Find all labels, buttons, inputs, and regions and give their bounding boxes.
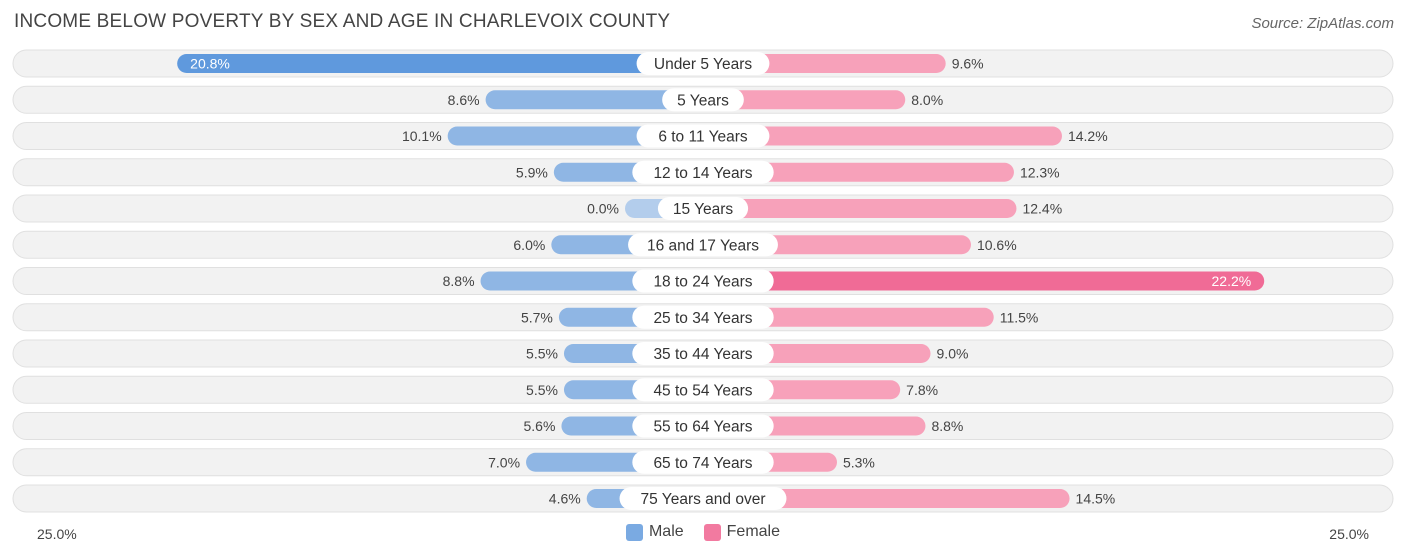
chart-title: INCOME BELOW POVERTY BY SEX AND AGE IN C…	[14, 11, 671, 32]
value-label-male-25-to-34-years: 5.7%	[521, 309, 553, 325]
category-pill-15-years	[657, 197, 749, 220]
category-pill-12-to-14-years	[632, 160, 774, 184]
value-label-female-under-5-years: 9.6%	[952, 56, 984, 72]
value-label-female-75-years-and-over: 14.5%	[1076, 491, 1116, 507]
value-label-female-65-to-74-years: 5.3%	[843, 454, 875, 470]
category-label-16-and-17-years: 16 and 17 Years	[647, 237, 759, 254]
legend-item-male[interactable]: Male	[625, 523, 684, 541]
bar-female-18-to-24-years	[703, 271, 1265, 291]
bar-female-75-years-and-over	[703, 489, 1070, 508]
value-label-female-12-to-14-years: 12.3%	[1020, 164, 1060, 180]
category-label-under-5-years: Under 5 Years	[654, 56, 752, 73]
value-label-female-5-years: 8.0%	[911, 92, 943, 108]
value-label-male-18-to-24-years: 8.8%	[443, 273, 475, 289]
legend-label-male: Male	[648, 523, 684, 540]
axis-left-label: 25.0%	[37, 526, 77, 542]
category-pill-55-to-64-years	[632, 414, 774, 438]
value-label-female-18-to-24-years: 22.2%	[1212, 273, 1252, 289]
category-pill-under-5-years	[636, 52, 770, 75]
category-pill-18-to-24-years	[632, 269, 774, 293]
category-pill-75-years-and-over	[619, 487, 787, 510]
category-pill-6-to-11-years	[636, 124, 770, 148]
value-label-male-6-to-11-years: 10.1%	[402, 128, 442, 144]
category-label-6-to-11-years: 6 to 11 Years	[658, 129, 748, 146]
category-label-35-to-44-years: 35 to 44 Years	[653, 346, 752, 363]
value-label-female-6-to-11-years: 14.2%	[1068, 128, 1108, 144]
category-pill-35-to-44-years	[632, 342, 774, 365]
value-label-male-75-years-and-over: 4.6%	[549, 491, 581, 507]
bar-female-12-to-14-years	[703, 162, 1014, 182]
source-note: Source: ZipAtlas.com	[1251, 15, 1394, 32]
value-label-female-16-and-17-years: 10.6%	[977, 237, 1017, 253]
category-pill-16-and-17-years	[628, 233, 778, 257]
category-label-12-to-14-years: 12 to 14 Years	[653, 165, 752, 182]
category-pill-25-to-34-years	[632, 305, 774, 329]
value-label-male-65-to-74-years: 7.0%	[488, 454, 520, 470]
value-label-male-15-years: 0.0%	[587, 201, 619, 217]
value-label-male-5-years: 8.6%	[448, 92, 480, 108]
bar-female-15-years	[703, 199, 1017, 218]
category-label-5-years: 5 Years	[677, 92, 729, 109]
value-label-female-15-years: 12.4%	[1022, 201, 1062, 217]
category-pill-45-to-54-years	[632, 378, 774, 402]
category-label-55-to-64-years: 55 to 64 Years	[653, 419, 752, 436]
category-label-75-years-and-over: 75 Years and over	[641, 491, 766, 508]
bar-male-5-years	[485, 90, 703, 110]
legend-swatch-male	[625, 523, 643, 541]
value-label-female-55-to-64-years: 8.8%	[931, 418, 963, 434]
value-label-female-25-to-34-years: 11.5%	[1000, 309, 1039, 325]
value-label-male-35-to-44-years: 5.5%	[526, 346, 558, 362]
value-label-male-45-to-54-years: 5.5%	[526, 382, 558, 398]
value-label-female-45-to-54-years: 7.8%	[906, 382, 938, 398]
chart-canvas: Under 5 Years 20.8% 9.6% 5 Years 8.6% 8.0% 6 t…	[12, 49, 1394, 513]
legend-swatch-female	[703, 523, 721, 541]
category-pill-65-to-74-years	[632, 450, 774, 474]
legend-item-female[interactable]: Female	[703, 523, 781, 541]
value-label-male-under-5-years: 20.8%	[190, 56, 230, 72]
category-label-65-to-74-years: 65 to 74 Years	[653, 455, 752, 472]
value-label-female-35-to-44-years: 9.0%	[937, 346, 969, 362]
axis-right-label: 25.0%	[1329, 526, 1369, 542]
category-label-25-to-34-years: 25 to 34 Years	[653, 310, 752, 327]
category-label-45-to-54-years: 45 to 54 Years	[653, 382, 752, 399]
legend: Male Female	[0, 523, 1406, 541]
bar-female-5-years	[703, 90, 906, 110]
bar-male-under-5-years	[177, 54, 703, 73]
value-label-male-12-to-14-years: 5.9%	[516, 164, 548, 180]
category-label-15-years: 15 Years	[673, 201, 734, 218]
bar-female-25-to-34-years	[703, 307, 994, 327]
legend-label-female: Female	[726, 523, 781, 540]
value-label-male-16-and-17-years: 6.0%	[513, 237, 545, 253]
value-label-male-55-to-64-years: 5.6%	[524, 418, 556, 434]
bar-female-6-to-11-years	[703, 126, 1062, 146]
category-pill-5-years	[662, 88, 744, 112]
category-label-18-to-24-years: 18 to 24 Years	[653, 274, 752, 291]
